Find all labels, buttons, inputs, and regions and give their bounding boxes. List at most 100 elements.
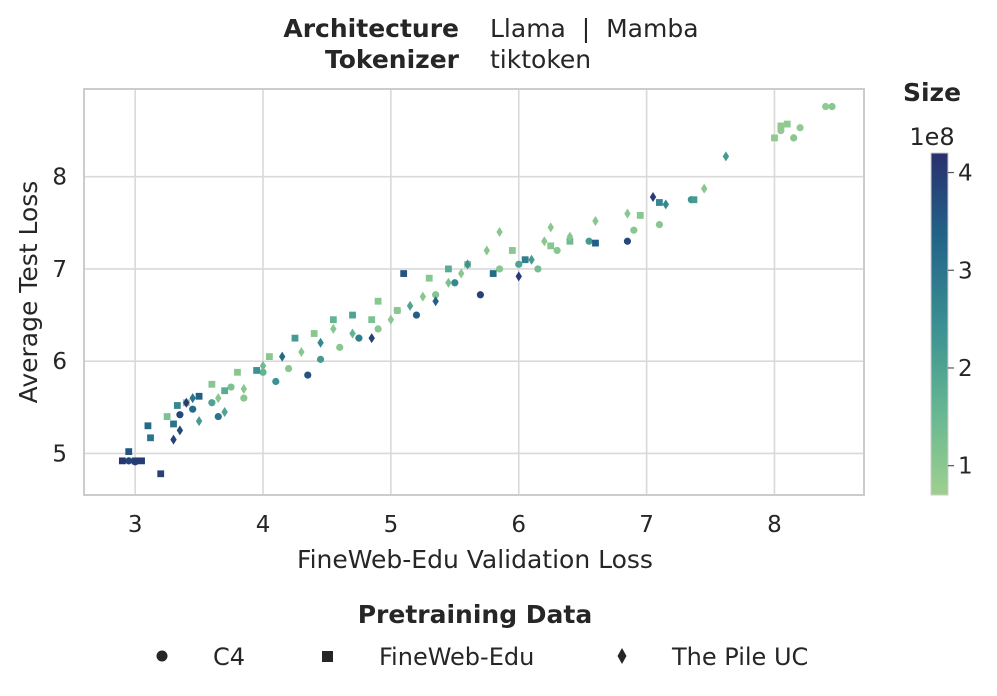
point-the-pile-uc: [592, 215, 599, 226]
point-fineweb-edu: [771, 134, 778, 142]
x-axis-label: FineWeb-Edu Validation Loss: [297, 545, 653, 574]
point-fineweb-edu: [144, 422, 152, 430]
point-the-pile-uc: [547, 222, 554, 233]
x-tick-labels: 3 4 5 6 7 8: [128, 512, 782, 538]
point-c4: [412, 311, 421, 319]
legend-item-c4: C4: [156, 643, 245, 671]
point-c4: [284, 364, 293, 373]
data-points: [118, 102, 836, 478]
point-fineweb-edu: [118, 457, 126, 465]
point-the-pile-uc: [541, 236, 548, 247]
point-c4: [214, 412, 222, 421]
point-fineweb-edu: [329, 316, 337, 324]
point-c4: [227, 383, 235, 391]
point-c4: [796, 124, 804, 132]
colorbar-title: Size: [903, 78, 961, 107]
point-c4: [432, 291, 440, 299]
point-fineweb-edu: [349, 311, 356, 319]
point-fineweb-edu: [147, 434, 154, 442]
point-c4: [822, 102, 830, 111]
point-fineweb-edu: [163, 413, 171, 420]
point-c4: [655, 221, 664, 229]
colorbar-ticks: 1 2 3 4: [948, 161, 973, 480]
point-fineweb-edu: [783, 120, 791, 128]
point-the-pile-uc: [183, 397, 190, 408]
point-the-pile-uc: [221, 406, 228, 417]
point-fineweb-edu: [266, 353, 273, 360]
legend-marker-square: [322, 651, 333, 662]
tokenizer-label: Tokenizer: [325, 45, 460, 74]
y-tick-label: 7: [52, 257, 67, 283]
colorbar-tick-label: 3: [958, 258, 973, 284]
point-the-pile-uc: [189, 393, 196, 404]
point-the-pile-uc: [624, 208, 631, 219]
architecture-value: Llama | Mamba: [490, 14, 699, 43]
point-the-pile-uc: [176, 425, 184, 436]
point-the-pile-uc: [298, 346, 305, 357]
point-c4: [176, 411, 184, 419]
point-fineweb-edu: [157, 470, 165, 478]
y-tick-labels: 5 6 7 8: [52, 165, 67, 468]
point-the-pile-uc: [649, 191, 657, 202]
point-c4: [336, 343, 344, 351]
point-fineweb-edu: [374, 297, 382, 305]
y-axis-label: Average Test Loss: [14, 181, 43, 404]
point-c4: [585, 237, 593, 245]
colorbar-tick-label: 2: [958, 356, 973, 382]
point-the-pile-uc: [215, 393, 222, 404]
y-tick-label: 6: [52, 349, 67, 375]
point-the-pile-uc: [419, 291, 427, 302]
colorbar-multiplier: 1e8: [909, 123, 954, 151]
point-c4: [374, 325, 382, 333]
point-c4: [451, 279, 459, 287]
point-fineweb-edu: [368, 316, 376, 324]
legend-marker-diamond: [617, 648, 627, 664]
point-fineweb-edu: [445, 265, 452, 273]
legend-label-fineweb-edu: FineWeb-Edu: [379, 643, 534, 671]
point-the-pile-uc: [406, 300, 414, 311]
point-fineweb-edu: [291, 334, 299, 342]
point-fineweb-edu: [547, 242, 555, 250]
point-fineweb-edu: [521, 256, 529, 264]
point-the-pile-uc: [496, 227, 503, 238]
x-tick-label: 7: [639, 512, 654, 538]
point-c4: [630, 226, 638, 234]
point-c4: [316, 355, 325, 363]
point-c4: [623, 237, 632, 245]
point-the-pile-uc: [240, 383, 248, 394]
point-c4: [304, 371, 312, 379]
point-c4: [208, 399, 216, 407]
point-c4: [355, 334, 363, 342]
point-the-pile-uc: [278, 351, 286, 362]
x-tick-label: 4: [256, 512, 271, 538]
point-fineweb-edu: [690, 196, 698, 204]
point-the-pile-uc: [722, 151, 730, 162]
point-c4: [272, 377, 280, 386]
point-fineweb-edu: [393, 307, 401, 314]
point-the-pile-uc: [458, 268, 465, 279]
grid-lines: [84, 89, 864, 495]
point-fineweb-edu: [221, 387, 229, 395]
point-the-pile-uc: [368, 333, 375, 344]
point-c4: [790, 134, 798, 142]
legend-label-c4: C4: [213, 643, 245, 671]
point-the-pile-uc: [387, 314, 395, 325]
point-the-pile-uc: [662, 199, 670, 210]
point-fineweb-edu: [234, 368, 241, 376]
architecture-label: Architecture: [283, 14, 459, 43]
x-tick-label: 6: [511, 512, 526, 538]
legend-item-fineweb-edu: FineWeb-Edu: [322, 643, 534, 671]
point-the-pile-uc: [483, 245, 490, 256]
point-the-pile-uc: [445, 277, 452, 288]
point-fineweb-edu: [656, 199, 663, 206]
point-fineweb-edu: [208, 380, 216, 388]
point-fineweb-edu: [125, 448, 133, 456]
point-c4: [125, 457, 133, 465]
colorbar-tick-label: 1: [958, 454, 973, 480]
point-c4: [515, 260, 523, 268]
tokenizer-value: tiktoken: [490, 45, 591, 74]
x-tick-label: 8: [767, 512, 782, 538]
point-fineweb-edu: [508, 247, 516, 254]
legend-item-the-pile-uc: The Pile UC: [617, 643, 808, 671]
